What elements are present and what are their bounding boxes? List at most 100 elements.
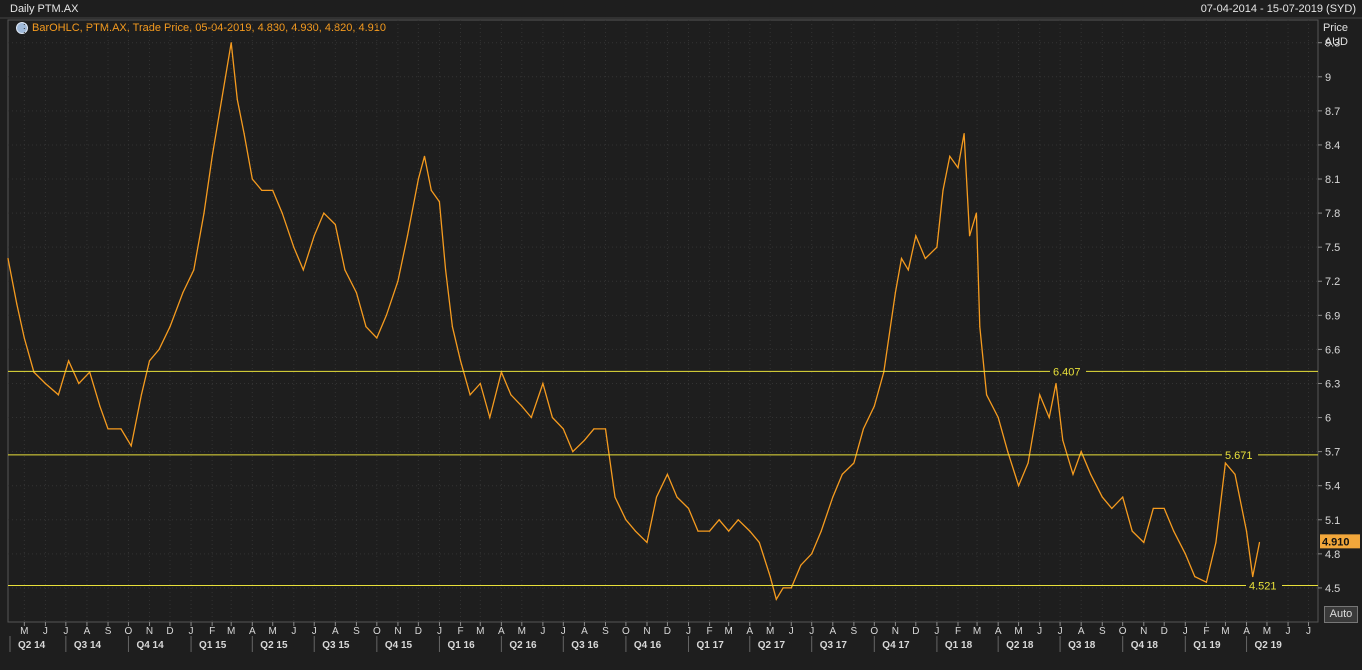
data-point [936,246,938,248]
y-tick-label: 4.8 [1325,549,1340,561]
quarter-label: Q3 15 [322,640,350,651]
y-tick-label: 7.5 [1325,242,1340,254]
data-point [438,201,441,203]
data-point [281,212,283,214]
quarter-label: Q1 18 [945,640,973,651]
data-point [203,212,205,214]
date-range: 07-04-2014 - 15-07-2019 (SYD) [1200,3,1356,15]
quarter-label: Q1 15 [199,640,227,651]
data-point [782,587,784,589]
data-point [16,303,18,305]
data-point [775,598,777,600]
data-point [444,269,447,271]
data-point [942,189,944,191]
quarter-label: Q1 19 [1193,640,1221,651]
data-point [1194,575,1196,578]
data-point [551,416,554,419]
month-label: F [1203,626,1209,637]
level-label: 6.407 [1053,366,1081,378]
auto-scale-button[interactable]: Auto [1324,606,1358,623]
y-axis-unit: AUD [1324,36,1348,48]
month-label: S [602,626,609,637]
data-point [728,530,730,532]
month-label: D [415,626,422,637]
data-point [430,189,432,191]
month-label: J [789,626,794,637]
data-point [853,462,855,464]
data-point [211,155,213,157]
month-label: J [540,626,545,637]
data-point [193,269,195,271]
data-point [687,507,690,510]
data-point [1252,575,1254,578]
month-label: M [973,626,981,637]
data-point [718,519,720,521]
data-point [572,451,574,453]
month-label: D [664,626,671,637]
quarter-label: Q3 18 [1068,640,1096,651]
month-label: J [809,626,814,637]
data-point [820,530,822,532]
y-tick-label: 7.2 [1325,276,1340,288]
data-point [469,394,471,396]
data-point [261,189,263,191]
data-point [251,178,253,180]
quarter-label: Q2 17 [758,640,786,651]
data-point [397,280,399,282]
data-point [924,257,926,260]
data-point [975,212,977,214]
data-point [604,428,607,430]
y-tick-label: 6.6 [1325,344,1340,356]
data-point [634,530,637,532]
data-point [1039,394,1041,396]
data-point [957,167,959,169]
data-point [489,416,491,419]
series-settings-icon[interactable] [16,22,28,34]
data-point [985,394,988,396]
data-point [221,98,223,101]
data-point [182,292,184,294]
month-label: F [955,626,961,637]
quarter-label: Q2 14 [18,640,46,651]
data-point [1163,507,1165,510]
month-label: A [746,626,753,637]
data-point [907,269,909,271]
data-point [1131,530,1133,532]
data-point [709,530,711,532]
data-point [625,519,627,521]
data-point [1027,462,1029,464]
month-label: J [1037,626,1042,637]
data-point [666,473,669,475]
data-point [459,360,462,362]
month-label: N [892,626,899,637]
month-label: M [724,626,732,637]
data-point [811,553,813,555]
month-label: A [1078,626,1085,637]
y-tick-label: 6.9 [1325,310,1340,322]
price-series-line [7,42,1261,601]
month-label: D [912,626,919,637]
data-point [406,235,409,237]
series-legend[interactable]: BarOHLC, PTM.AX, Trade Price, 05-04-2019… [16,22,386,34]
data-point [676,496,678,498]
month-label: N [394,626,401,637]
data-point [99,405,101,407]
month-label: M [1014,626,1022,637]
month-label: S [851,626,858,637]
data-point [1017,485,1020,487]
data-point [23,337,25,339]
month-label: J [437,626,442,637]
data-point [67,360,70,362]
data-point [423,155,426,157]
month-label: A [332,626,339,637]
data-point [1245,530,1248,532]
data-point [769,575,771,578]
quarter-label: Q1 16 [447,640,475,651]
data-point [562,428,564,430]
data-point [1090,473,1092,475]
month-label: S [1099,626,1106,637]
month-label: J [1183,626,1188,637]
data-point [1072,473,1074,475]
y-tick-label: 4.5 [1325,583,1340,595]
